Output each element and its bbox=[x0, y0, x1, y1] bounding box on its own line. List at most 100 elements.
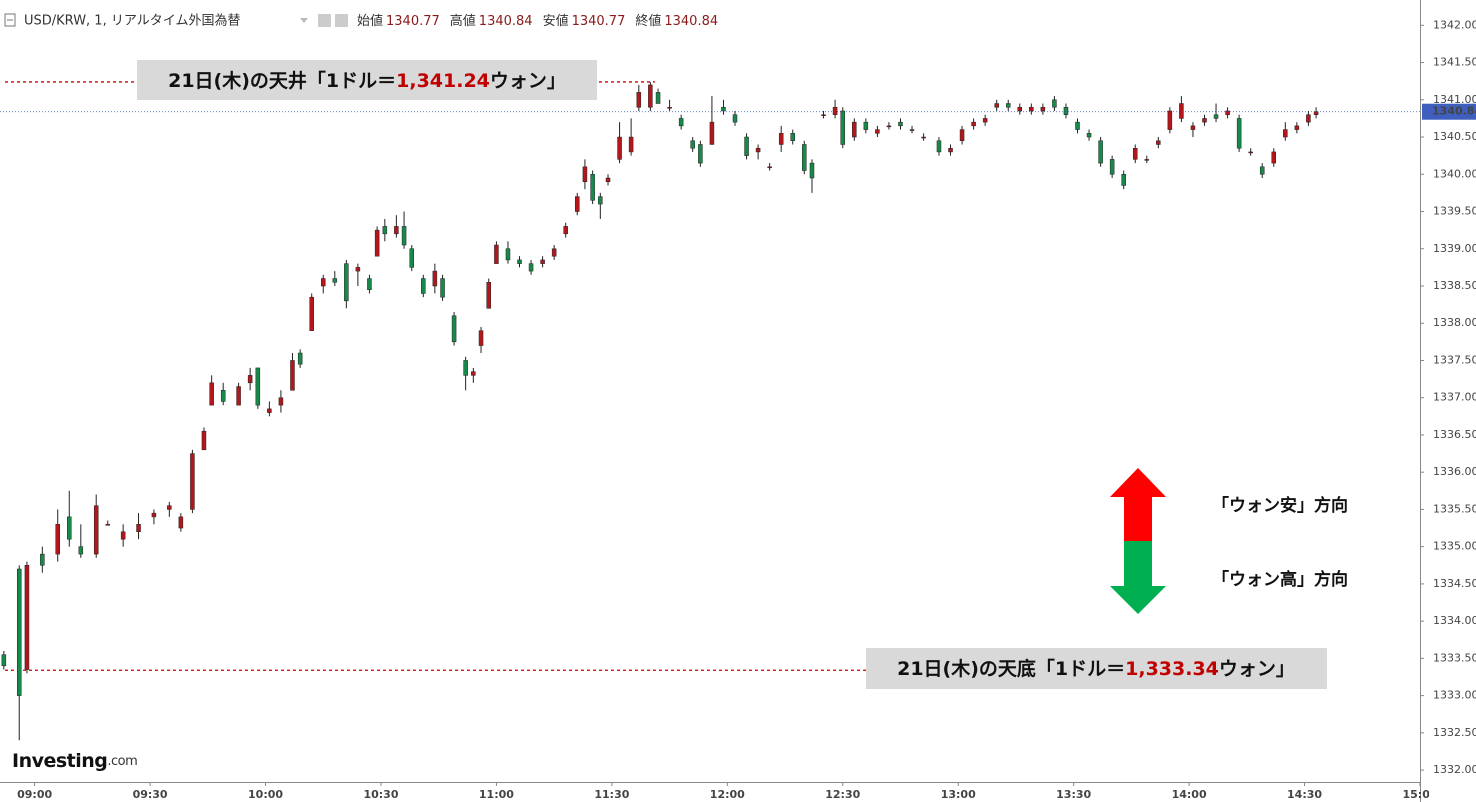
settings-icon[interactable] bbox=[335, 14, 348, 27]
candle-body bbox=[374, 229, 380, 257]
candle-body bbox=[432, 270, 438, 287]
candle-body bbox=[1259, 166, 1265, 175]
candle-body bbox=[394, 226, 399, 235]
candle-body bbox=[636, 92, 642, 108]
candle-body bbox=[209, 382, 214, 406]
ohlc-value: 1340.84 bbox=[479, 14, 533, 29]
annotation-suffix: ウォン」 bbox=[1219, 658, 1295, 680]
candle-body bbox=[1075, 121, 1080, 130]
candle-body bbox=[1109, 159, 1115, 175]
y-tick-label: 1332.00 bbox=[1433, 763, 1476, 776]
candle-body bbox=[678, 118, 684, 127]
candle-body bbox=[321, 278, 326, 287]
ohlc: 始値 1340.77 高値 1340.84 安値 1340.77 終値 1340.84 bbox=[357, 13, 718, 29]
x-tick-label: 14:00 bbox=[1172, 788, 1207, 801]
candle-body bbox=[178, 516, 184, 529]
settings-icon[interactable] bbox=[318, 14, 331, 27]
y-tick-label: 1342.00 bbox=[1433, 18, 1476, 31]
candle-body bbox=[921, 136, 926, 139]
candle-body bbox=[1040, 106, 1046, 112]
annotation-value: 1,341.24 bbox=[396, 70, 490, 92]
logo-main: Investing bbox=[12, 750, 107, 772]
y-tick-label: 1338.00 bbox=[1433, 316, 1476, 329]
candle-body bbox=[255, 367, 261, 406]
ohlc-value: 1340.77 bbox=[386, 14, 440, 29]
candle-body bbox=[863, 121, 869, 130]
candle-body bbox=[440, 278, 445, 298]
candle-body bbox=[690, 140, 695, 149]
candle-body bbox=[605, 177, 611, 182]
candle-body bbox=[1086, 133, 1092, 138]
candle-body bbox=[463, 360, 468, 376]
annotation-box bbox=[866, 648, 1327, 689]
candle-body bbox=[517, 259, 522, 264]
candle-body bbox=[297, 352, 303, 365]
collapse-icon[interactable] bbox=[4, 13, 16, 27]
candle-body bbox=[821, 114, 826, 116]
last-price-tag bbox=[1422, 103, 1476, 120]
candle-body bbox=[120, 531, 126, 540]
candle-body bbox=[1156, 140, 1161, 145]
ohlc-label: 高値 bbox=[450, 13, 476, 29]
candle-body bbox=[105, 524, 111, 526]
candle-body bbox=[574, 196, 580, 212]
ohlc-label: 安値 bbox=[543, 13, 569, 29]
dropdown-icon[interactable] bbox=[300, 18, 308, 23]
candle-body bbox=[382, 226, 388, 235]
candle-body bbox=[505, 248, 511, 261]
candle-body bbox=[486, 282, 491, 309]
candle-body bbox=[698, 144, 703, 164]
candle-body bbox=[1029, 106, 1034, 112]
candle-body bbox=[1236, 118, 1242, 149]
candle-body bbox=[93, 505, 99, 555]
candle-body bbox=[617, 136, 622, 160]
candle-body bbox=[151, 512, 157, 518]
candle-body bbox=[494, 244, 499, 264]
candle-body bbox=[1271, 151, 1277, 164]
candle-body bbox=[220, 390, 226, 402]
candle-body bbox=[201, 430, 207, 451]
candle-body bbox=[1052, 99, 1057, 108]
candle-body bbox=[563, 226, 568, 235]
candle-body bbox=[994, 103, 999, 108]
candle-body bbox=[401, 226, 407, 246]
candle-body bbox=[16, 568, 22, 696]
x-tick-label: 11:00 bbox=[479, 788, 514, 801]
y-tick-label: 1336.00 bbox=[1433, 465, 1476, 478]
x-tick-label: 09:30 bbox=[133, 788, 168, 801]
annotation-box bbox=[137, 60, 597, 100]
candle-body bbox=[628, 136, 634, 153]
y-tick-label: 1337.00 bbox=[1433, 391, 1476, 404]
candle-body bbox=[790, 133, 795, 142]
y-tick-label: 1341.50 bbox=[1433, 56, 1476, 69]
ohlc-label: 始値 bbox=[357, 13, 383, 29]
x-tick-label: 13:00 bbox=[941, 788, 976, 801]
y-tick-label: 1341.00 bbox=[1433, 93, 1476, 106]
annotation-value: 1,333.34 bbox=[1125, 658, 1219, 680]
candle-body bbox=[1005, 103, 1011, 108]
y-tick-label: 1332.50 bbox=[1433, 726, 1476, 739]
candle-body bbox=[451, 315, 457, 343]
candle-body bbox=[1167, 110, 1173, 130]
x-tick-label: 10:30 bbox=[363, 788, 398, 801]
candle-body bbox=[590, 174, 595, 201]
logo-suffix: .com bbox=[107, 754, 137, 769]
plot-area bbox=[0, 81, 1420, 741]
x-tick-label: 09:00 bbox=[17, 788, 52, 801]
last-price-label: 1340.84 bbox=[1432, 105, 1476, 118]
candle-body bbox=[1017, 106, 1023, 112]
candle-body bbox=[732, 114, 738, 123]
candle-body bbox=[528, 263, 534, 272]
y-tick-label: 1339.00 bbox=[1433, 242, 1476, 255]
y-tick-label: 1337.50 bbox=[1433, 353, 1476, 366]
candle-body bbox=[1121, 174, 1126, 186]
x-tick-label: 13:30 bbox=[1056, 788, 1091, 801]
candle-body bbox=[1202, 118, 1207, 123]
x-tick-label: 11:30 bbox=[594, 788, 629, 801]
x-tick-label: 14:30 bbox=[1287, 788, 1322, 801]
candle-body bbox=[267, 408, 272, 413]
ohlc-value: 1340.77 bbox=[572, 14, 626, 29]
annotation: 21日(木)の天底「1ドル＝1,333.34ウォン」 bbox=[897, 657, 1295, 680]
candle-body bbox=[886, 125, 892, 128]
